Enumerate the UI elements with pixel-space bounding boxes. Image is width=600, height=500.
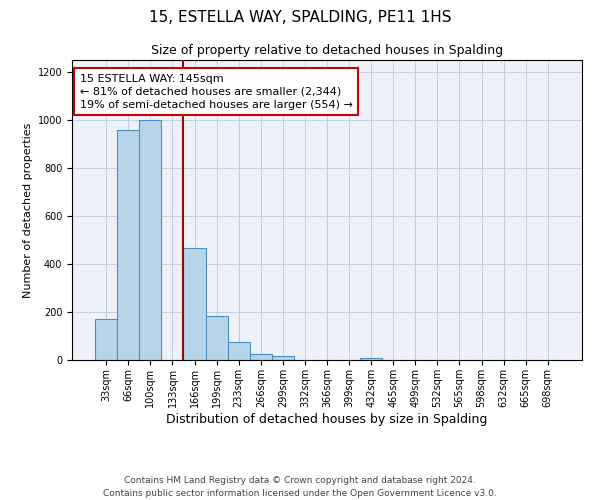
Bar [250, 354, 272, 360]
Bar [184, 248, 206, 360]
Y-axis label: Number of detached properties: Number of detached properties [23, 122, 34, 298]
X-axis label: Distribution of detached houses by size in Spalding: Distribution of detached houses by size … [166, 412, 488, 426]
Bar [206, 316, 227, 360]
Bar [95, 319, 117, 360]
Bar [117, 130, 139, 360]
Text: 15 ESTELLA WAY: 145sqm
← 81% of detached houses are smaller (2,344)
19% of semi-: 15 ESTELLA WAY: 145sqm ← 81% of detached… [80, 74, 353, 110]
Bar [360, 358, 382, 360]
Title: Size of property relative to detached houses in Spalding: Size of property relative to detached ho… [151, 44, 503, 58]
Text: Contains HM Land Registry data © Crown copyright and database right 2024.
Contai: Contains HM Land Registry data © Crown c… [103, 476, 497, 498]
Text: 15, ESTELLA WAY, SPALDING, PE11 1HS: 15, ESTELLA WAY, SPALDING, PE11 1HS [149, 10, 451, 25]
Bar [227, 342, 250, 360]
Bar [139, 120, 161, 360]
Bar [272, 356, 294, 360]
